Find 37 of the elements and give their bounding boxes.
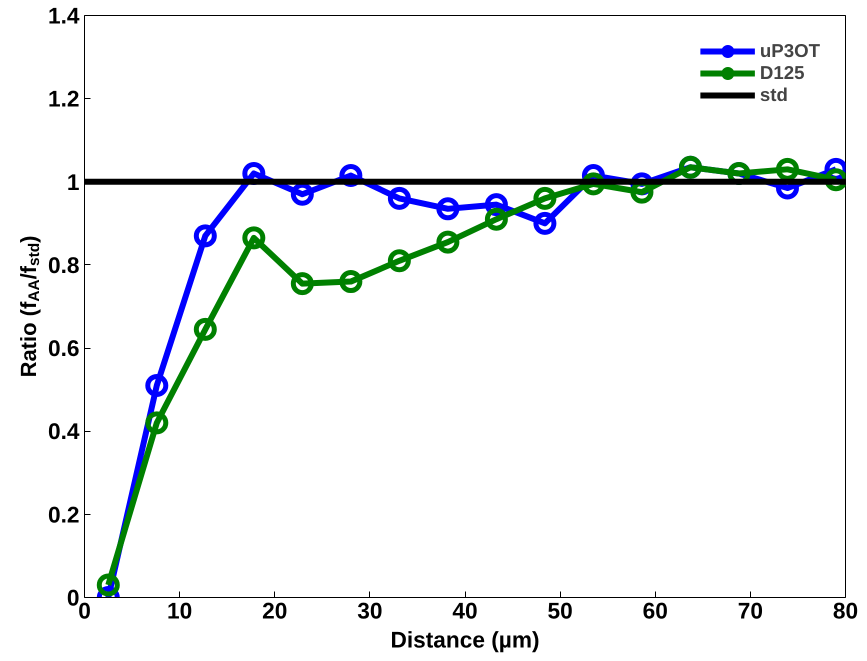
y-tick-label: 1.2 <box>48 86 80 112</box>
point <box>388 186 411 210</box>
point <box>194 224 217 248</box>
y-tick-label: 0.4 <box>48 418 80 444</box>
y-tick-label: 0.6 <box>48 335 80 362</box>
point <box>242 226 266 250</box>
x-tick-label: 60 <box>642 598 668 624</box>
y-axis-title: Ratio (fAA/fstd) <box>16 236 43 378</box>
x-tick-label: 70 <box>738 598 763 624</box>
x-tick-label: 40 <box>452 598 478 624</box>
x-tick-label: 10 <box>167 598 192 624</box>
legend-label: uP3OT <box>760 40 820 62</box>
point <box>533 212 556 235</box>
y-tick-label: 1.4 <box>48 2 80 28</box>
x-tick-label: 20 <box>262 598 288 624</box>
point <box>339 270 362 294</box>
point <box>290 272 314 296</box>
point <box>388 249 411 272</box>
point <box>145 411 168 434</box>
x-tick-label: 50 <box>548 598 573 624</box>
y-tick-label: 0.2 <box>48 501 80 528</box>
point <box>484 208 508 231</box>
legend-label: D125 <box>760 62 804 84</box>
y-tick-label: 1 <box>66 168 80 195</box>
point <box>436 230 460 254</box>
point <box>436 197 460 220</box>
point <box>194 318 217 341</box>
legend-label: std <box>760 84 788 106</box>
point <box>776 158 799 181</box>
y-tick-label: 0.8 <box>48 252 80 278</box>
point <box>96 574 120 597</box>
x-tick-label: 80 <box>832 598 858 624</box>
point <box>145 374 168 397</box>
x-tick-label: 30 <box>357 598 382 624</box>
point <box>533 186 556 210</box>
point <box>290 182 314 206</box>
x-axis-title: Distance (µm) <box>390 626 540 652</box>
